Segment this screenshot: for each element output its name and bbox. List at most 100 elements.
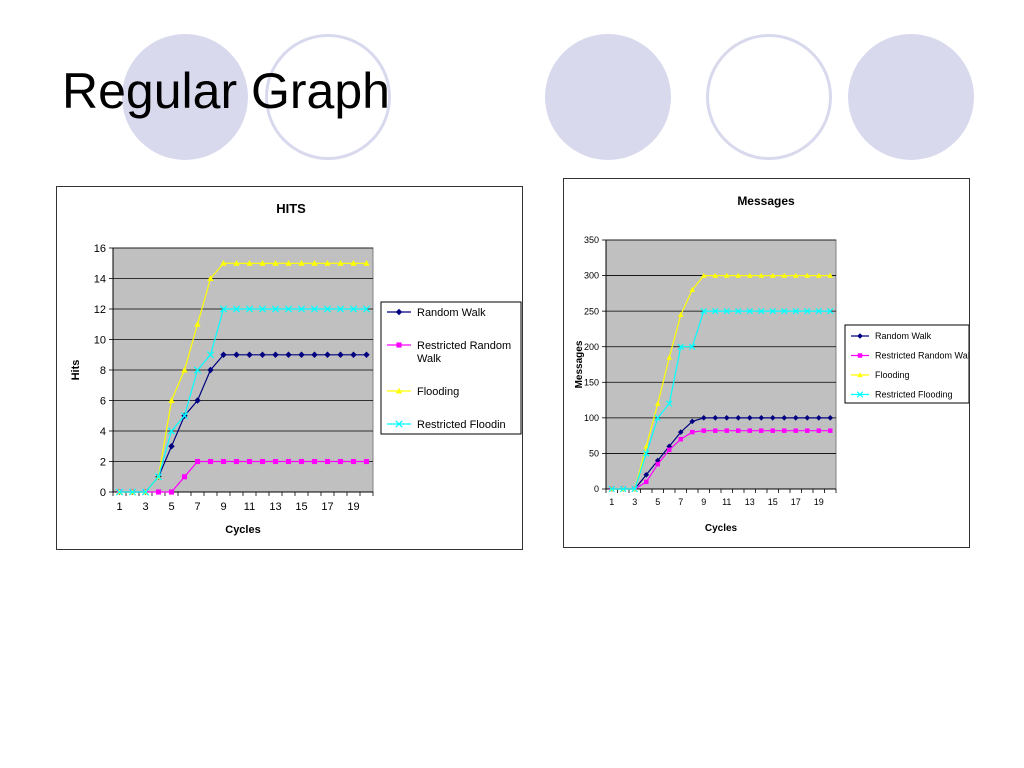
data-point bbox=[735, 272, 742, 278]
x-tick-label: 3 bbox=[142, 501, 148, 513]
data-point bbox=[259, 458, 266, 465]
data-point bbox=[219, 305, 228, 313]
data-point bbox=[220, 351, 227, 358]
data-point bbox=[206, 351, 215, 359]
x-tick-label: 1 bbox=[116, 501, 122, 513]
y-tick-label: 0 bbox=[100, 487, 106, 499]
data-point bbox=[827, 272, 834, 278]
legend-marker bbox=[395, 420, 403, 428]
x-tick-label: 17 bbox=[321, 501, 333, 513]
data-point bbox=[272, 351, 279, 358]
x-tick-label: 19 bbox=[347, 501, 359, 513]
data-point bbox=[272, 260, 279, 266]
data-point bbox=[115, 488, 124, 496]
data-point bbox=[167, 427, 176, 435]
data-point bbox=[298, 351, 305, 358]
legend-label: Random Walk bbox=[875, 331, 932, 341]
legend-label: Restricted Random Walk bbox=[875, 351, 969, 361]
decor-circle-3 bbox=[848, 34, 974, 160]
data-point bbox=[655, 461, 660, 467]
data-point bbox=[667, 447, 672, 453]
x-tick-label: 9 bbox=[220, 501, 226, 513]
data-point bbox=[311, 351, 318, 358]
data-point bbox=[324, 458, 331, 465]
x-tick-label: 9 bbox=[701, 497, 706, 507]
legend-item-restricted-flooding: Restricted Flooding bbox=[851, 390, 953, 400]
data-point bbox=[654, 400, 661, 406]
legend-item-flooding: Flooding bbox=[851, 370, 910, 380]
data-point bbox=[181, 366, 188, 373]
decor-circle-2 bbox=[545, 34, 671, 160]
data-point bbox=[815, 307, 822, 315]
data-point bbox=[337, 260, 344, 266]
x-tick-label: 5 bbox=[655, 497, 660, 507]
y-axis-label: Messages bbox=[574, 340, 585, 388]
x-tick-label: 7 bbox=[678, 497, 683, 507]
series-restricted-random-walk bbox=[609, 428, 833, 492]
data-point bbox=[285, 458, 292, 465]
data-point bbox=[828, 428, 833, 433]
y-tick-label: 12 bbox=[94, 304, 106, 316]
data-point bbox=[677, 311, 684, 317]
data-point bbox=[337, 458, 344, 465]
data-point bbox=[350, 260, 357, 266]
data-point bbox=[363, 458, 370, 465]
data-point bbox=[207, 275, 214, 282]
data-point bbox=[272, 458, 279, 465]
slide-title: Regular Graph bbox=[62, 63, 390, 119]
data-point bbox=[689, 343, 696, 350]
legend-box bbox=[844, 324, 969, 404]
data-point bbox=[723, 272, 730, 278]
data-point bbox=[311, 260, 318, 266]
decor-ring-2 bbox=[706, 34, 832, 160]
data-point bbox=[233, 260, 240, 266]
data-point bbox=[724, 428, 729, 433]
legend-item-restricted-random-walk: Restricted Random Walk bbox=[851, 351, 969, 361]
x-tick-label: 13 bbox=[269, 501, 281, 513]
data-point bbox=[246, 260, 253, 266]
data-point bbox=[194, 397, 201, 404]
data-point bbox=[700, 272, 707, 278]
data-point bbox=[735, 307, 742, 315]
x-axis-label: Cycles bbox=[705, 523, 738, 534]
legend-item-random-walk: Random Walk bbox=[387, 307, 486, 319]
x-tick-label: 11 bbox=[722, 497, 731, 507]
y-tick-label: 150 bbox=[584, 377, 599, 387]
data-point bbox=[207, 366, 214, 374]
chart-title: Messages bbox=[737, 194, 795, 208]
data-point bbox=[805, 428, 810, 433]
data-point bbox=[259, 351, 266, 358]
data-point bbox=[271, 305, 280, 313]
x-tick-label: 11 bbox=[244, 501, 255, 513]
data-point bbox=[816, 428, 821, 433]
series-restricted-flooding bbox=[608, 307, 834, 493]
x-tick-label: 19 bbox=[814, 497, 824, 507]
data-point bbox=[155, 489, 162, 495]
data-point bbox=[746, 307, 753, 315]
y-tick-label: 250 bbox=[584, 306, 599, 316]
data-point bbox=[643, 450, 650, 457]
series-restricted-floodin bbox=[115, 305, 371, 496]
data-point bbox=[758, 272, 765, 278]
x-tick-label: 3 bbox=[632, 497, 637, 507]
data-point bbox=[677, 343, 684, 350]
data-point bbox=[782, 428, 787, 433]
data-point bbox=[362, 305, 371, 313]
data-point bbox=[690, 429, 695, 435]
series-line-flooding bbox=[119, 262, 367, 493]
decor-circle-1 bbox=[122, 34, 248, 160]
data-point bbox=[128, 488, 137, 496]
legend-label: Walk bbox=[417, 353, 442, 365]
x-tick-label: 7 bbox=[194, 501, 200, 513]
data-point bbox=[792, 307, 799, 315]
data-point bbox=[258, 305, 267, 313]
series-line-flooding bbox=[611, 274, 831, 490]
data-point bbox=[736, 428, 741, 433]
data-point bbox=[700, 307, 707, 315]
data-point bbox=[232, 305, 241, 313]
data-point bbox=[793, 428, 798, 433]
data-point bbox=[233, 458, 240, 465]
data-point bbox=[154, 473, 163, 481]
data-point bbox=[297, 305, 306, 313]
